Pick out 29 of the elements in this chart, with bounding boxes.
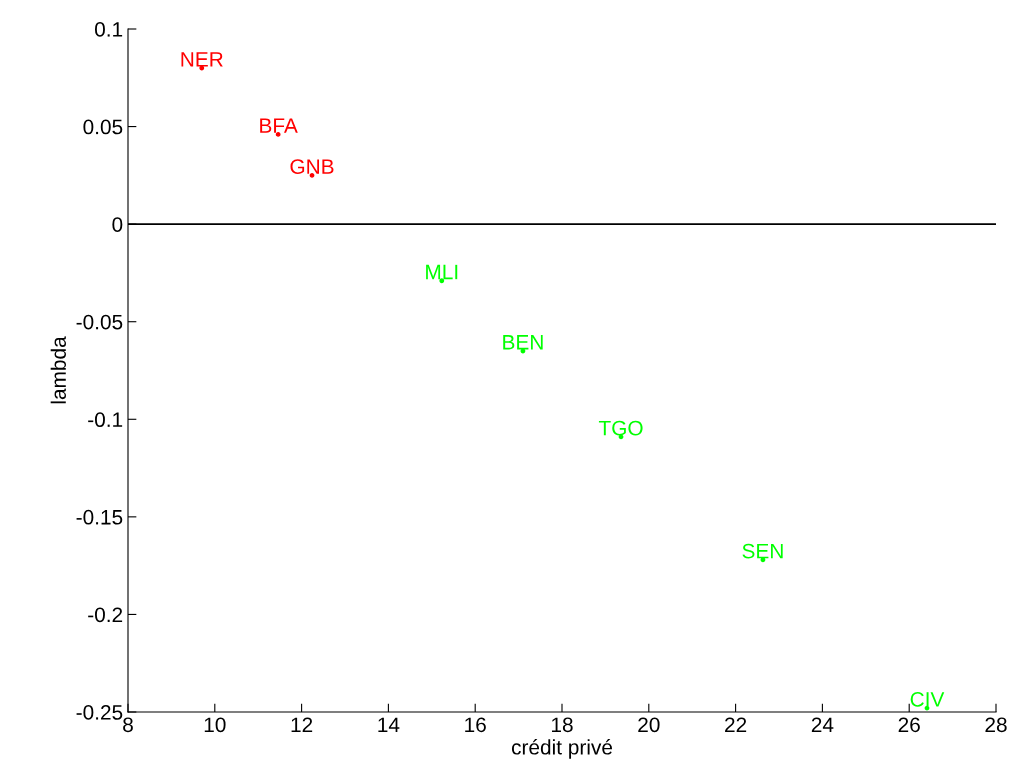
x-tick-label: 16 (465, 717, 486, 733)
y-tick-label: 0.1 (94, 22, 123, 37)
x-tick-label: 14 (378, 717, 400, 732)
x-axis-title: crédit privé (511, 739, 613, 759)
x-tick-label: 28 (985, 717, 1007, 733)
data-label: BFA (260, 118, 298, 133)
data-label: SEN (742, 543, 783, 559)
y-tick-label: -0.15 (76, 509, 123, 525)
x-tick-label: 24 (811, 717, 834, 732)
x-tick-label: 8 (123, 717, 133, 733)
y-tick-label: -0.25 (76, 705, 123, 720)
y-tick-label: 0 (112, 217, 123, 232)
x-tick-label: 10 (204, 717, 226, 733)
data-label: MLI (426, 264, 458, 280)
data-label: NER (181, 52, 223, 67)
x-tick-label: 18 (552, 717, 573, 733)
y-tick-label: 0.05 (83, 119, 123, 135)
y-tick-label: -0.05 (76, 314, 123, 330)
x-tick-label: 12 (291, 717, 313, 732)
x-tick-label: 26 (898, 717, 920, 733)
data-label: BEN (503, 335, 543, 350)
y-tick-label: -0.2 (88, 607, 123, 623)
y-tick-label: -0.1 (88, 412, 123, 428)
data-label: TGO (598, 420, 643, 436)
y-axis-title: lambda (50, 336, 66, 404)
x-tick-label: 20 (638, 717, 660, 733)
x-tick-label: 22 (725, 717, 747, 732)
data-label: CIV (910, 691, 945, 707)
data-label: GNB (290, 159, 334, 175)
